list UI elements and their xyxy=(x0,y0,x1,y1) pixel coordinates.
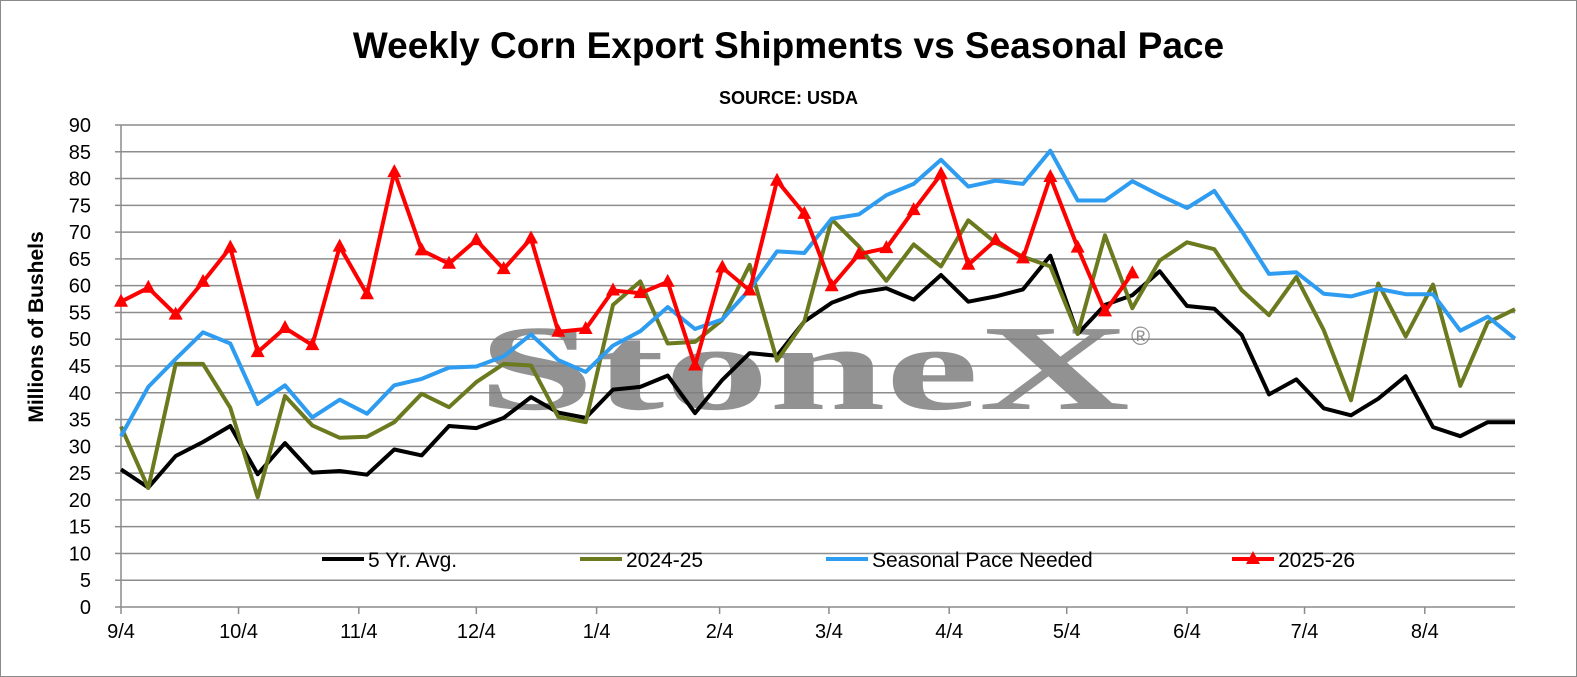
y-tick-label: 5 xyxy=(80,570,91,592)
y-axis-label: Millions of Bushels xyxy=(25,231,48,422)
x-tick-label: 7/4 xyxy=(1291,621,1319,643)
y-tick-labels: 0 5 10 15 20 25 30 35 40 45 50 55 60 65 70 75 80 85 90 xyxy=(69,115,91,619)
data-point-2025-26 xyxy=(742,282,757,296)
chart-title: Weekly Corn Export Shipments vs Seasonal… xyxy=(352,25,1225,66)
data-point-2025-26 xyxy=(250,344,265,358)
data-point-2025-26 xyxy=(715,259,730,273)
data-point-2025-26 xyxy=(1043,168,1058,182)
legend-label-2025-26: 2025-26 xyxy=(1278,549,1355,572)
data-point-2025-26 xyxy=(1016,250,1030,264)
series-line-2024-25 xyxy=(119,217,1516,500)
legend-label-5-yr-avg: 5 Yr. Avg. xyxy=(368,549,457,572)
data-point-2025-26 xyxy=(196,273,210,287)
x-tick-label: 12/4 xyxy=(457,621,496,643)
data-point-2025-26 xyxy=(114,293,128,307)
data-point-2025-26 xyxy=(387,164,402,178)
series-line-5-yr-avg xyxy=(119,253,1515,490)
data-point-2025-26 xyxy=(770,172,784,186)
y-tick-label: 30 xyxy=(69,436,91,458)
data-point-2025-26 xyxy=(660,273,675,287)
y-tick-label: 40 xyxy=(69,383,91,405)
y-tick-label: 0 xyxy=(80,597,91,619)
grid-lines xyxy=(121,124,1515,581)
data-point-2025-26 xyxy=(961,256,976,270)
series-line-seasonal-pace-needed xyxy=(119,148,1517,438)
x-tick-label: 10/4 xyxy=(219,621,258,643)
data-point-2025-26 xyxy=(332,238,347,252)
data-point-2025-26 xyxy=(496,261,511,275)
x-tick-label: 2/4 xyxy=(706,621,734,643)
watermark-registered-mark: ® xyxy=(1131,321,1150,351)
x-tick-label: 5/4 xyxy=(1053,621,1081,643)
data-point-2025-26 xyxy=(360,286,374,300)
x-tick-label: 6/4 xyxy=(1173,621,1201,643)
data-point-2025-26 xyxy=(688,357,702,371)
legend: 5 Yr. Avg. 2024-25 Seasonal Pace Needed 202… xyxy=(322,549,1355,572)
data-point-2025-26 xyxy=(906,202,921,216)
x-tick-label: 9/4 xyxy=(107,621,135,643)
y-tick-label: 10 xyxy=(69,543,91,565)
data-point-2025-26 xyxy=(305,337,320,351)
data-point-2025-26 xyxy=(988,232,1003,246)
y-tick-label: 45 xyxy=(69,356,91,378)
data-point-2025-26 xyxy=(578,321,593,335)
y-tick-label: 35 xyxy=(69,410,91,432)
data-point-2025-26 xyxy=(469,232,484,246)
legend-label-seasonal-pace-needed: Seasonal Pace Needed xyxy=(872,549,1093,572)
x-tick-label: 4/4 xyxy=(935,621,963,643)
data-point-2025-26 xyxy=(879,240,894,254)
y-tick-label: 80 xyxy=(69,169,91,191)
y-tick-label: 25 xyxy=(69,463,91,485)
x-tick-label: 8/4 xyxy=(1411,621,1439,643)
data-point-2025-26 xyxy=(414,242,429,256)
y-tick-label: 70 xyxy=(69,222,91,244)
data-point-2025-26 xyxy=(168,306,183,320)
y-tick-label: 20 xyxy=(69,490,91,512)
data-point-2025-26 xyxy=(278,319,292,333)
axes xyxy=(115,124,1515,614)
data-point-2025-26 xyxy=(141,279,156,293)
legend-marker-2025-26 xyxy=(1246,551,1260,564)
data-point-2025-26 xyxy=(1125,265,1140,279)
legend-label-2024-25: 2024-25 xyxy=(626,549,703,572)
data-point-2025-26 xyxy=(797,205,812,219)
data-point-2025-26 xyxy=(1098,303,1112,317)
y-tick-label: 85 xyxy=(69,142,91,164)
data-point-2025-26 xyxy=(606,282,620,296)
data-point-2025-26 xyxy=(633,285,648,299)
y-tick-label: 75 xyxy=(69,195,91,217)
data-point-2025-26 xyxy=(824,278,839,292)
y-tick-label: 60 xyxy=(69,276,91,298)
x-tick-labels: 9/4 10/4 11/4 12/4 1/4 2/4 3/4 4/4 5/4 6/4 7/4 8/4 xyxy=(107,621,1439,643)
data-point-2025-26 xyxy=(551,323,566,337)
data-point-2025-26 xyxy=(852,246,866,260)
y-tick-label: 55 xyxy=(69,302,91,324)
data-point-2025-26 xyxy=(524,230,538,244)
data-point-2025-26 xyxy=(223,239,238,253)
x-tick-label: 11/4 xyxy=(340,621,377,643)
y-tick-label: 90 xyxy=(69,115,91,137)
x-tick-label: 3/4 xyxy=(815,621,843,643)
y-tick-label: 15 xyxy=(69,517,91,539)
x-tick-label: 1/4 xyxy=(583,621,611,643)
data-point-2025-26 xyxy=(442,255,456,269)
data-point-2025-26 xyxy=(1070,239,1085,253)
data-point-2025-26 xyxy=(934,166,948,180)
y-tick-label: 65 xyxy=(69,249,91,271)
y-tick-label: 50 xyxy=(69,329,91,351)
chart-subtitle: SOURCE: USDA xyxy=(718,88,858,108)
series-lines xyxy=(114,148,1517,500)
